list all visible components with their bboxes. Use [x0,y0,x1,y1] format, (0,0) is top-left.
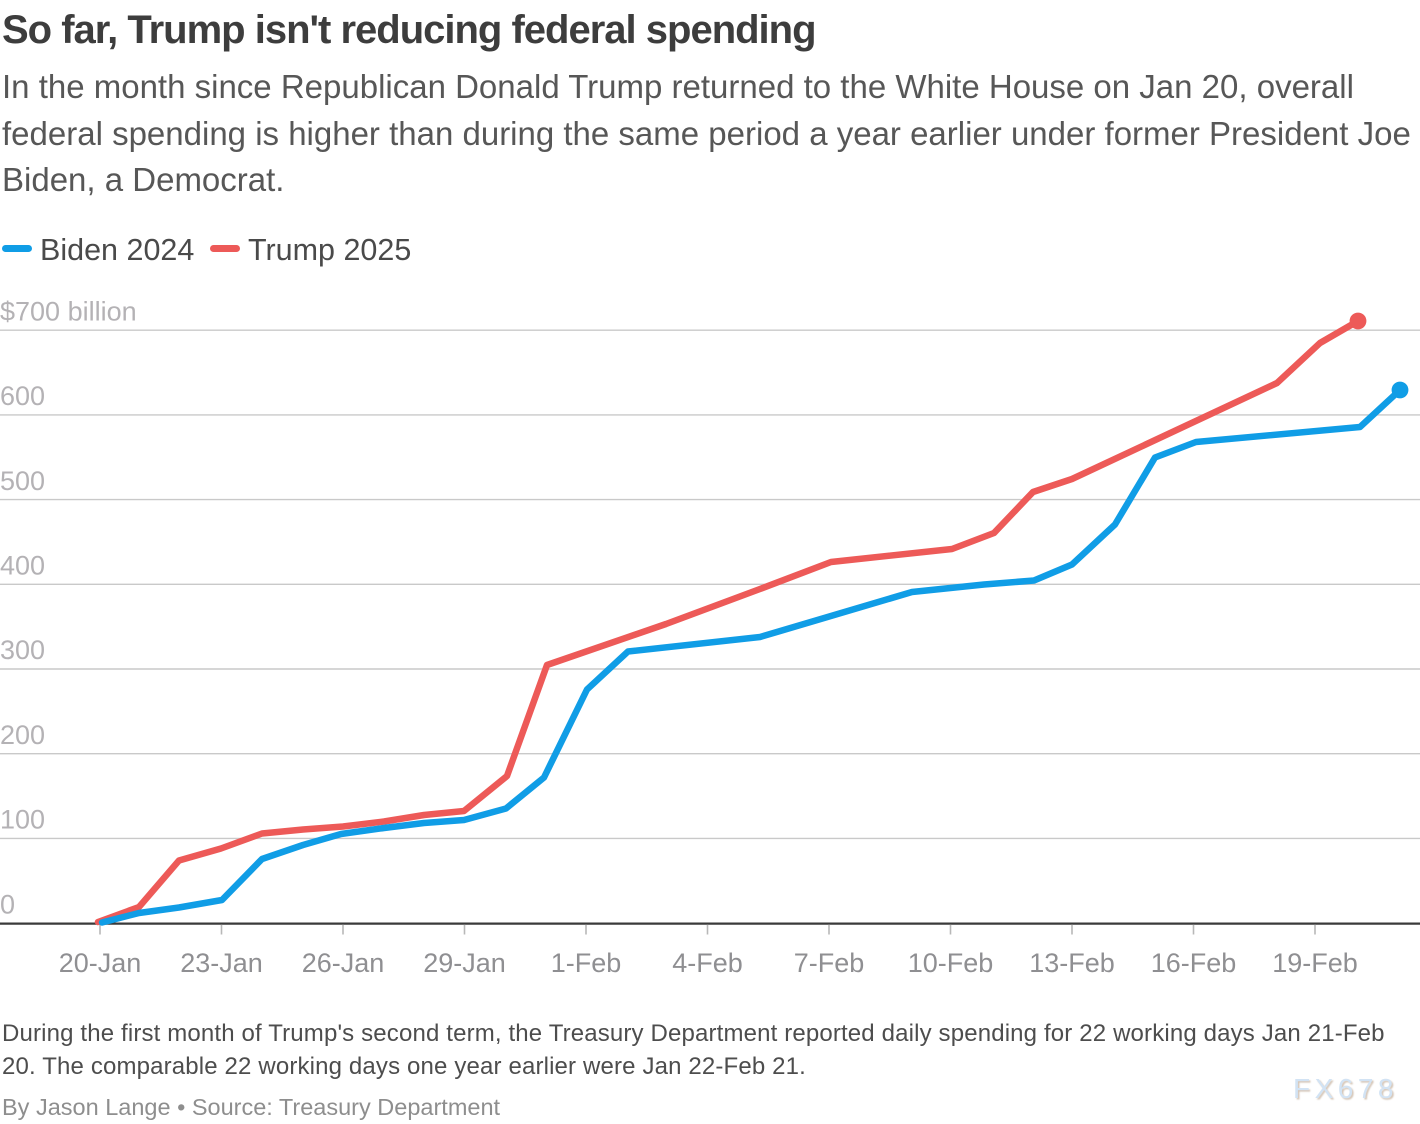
svg-text:13-Feb: 13-Feb [1029,948,1115,978]
svg-text:29-Jan: 29-Jan [423,948,506,978]
svg-text:600: 600 [0,381,45,411]
svg-text:100: 100 [0,805,45,835]
svg-text:200: 200 [0,720,45,750]
svg-text:20-Jan: 20-Jan [59,948,142,978]
svg-text:7-Feb: 7-Feb [794,948,865,978]
svg-text:500: 500 [0,466,45,496]
svg-text:0: 0 [0,890,15,920]
svg-text:26-Jan: 26-Jan [302,948,385,978]
svg-text:23-Jan: 23-Jan [180,948,263,978]
svg-text:$700 billion: $700 billion [0,297,137,327]
svg-text:16-Feb: 16-Feb [1151,948,1237,978]
svg-text:400: 400 [0,551,45,581]
svg-text:1-Feb: 1-Feb [551,948,622,978]
svg-text:300: 300 [0,635,45,665]
svg-text:4-Feb: 4-Feb [672,948,743,978]
svg-text:19-Feb: 19-Feb [1272,948,1358,978]
svg-text:10-Feb: 10-Feb [908,948,994,978]
